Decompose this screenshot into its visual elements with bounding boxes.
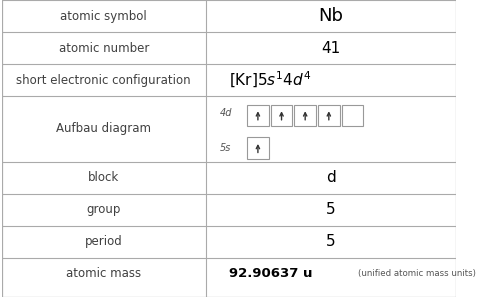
Bar (247, 137, 269, 159)
Bar (294, 105, 316, 126)
Text: 92.90637 u: 92.90637 u (229, 267, 312, 280)
Bar (271, 105, 292, 126)
Text: atomic symbol: atomic symbol (61, 10, 147, 23)
Bar (247, 105, 269, 126)
Text: 5s: 5s (220, 143, 231, 153)
Text: short electronic configuration: short electronic configuration (17, 74, 191, 87)
Bar (341, 105, 364, 126)
Text: Nb: Nb (319, 7, 343, 25)
Text: 4d: 4d (220, 108, 232, 118)
Text: block: block (88, 171, 120, 184)
Text: atomic mass: atomic mass (66, 267, 141, 280)
Text: Aufbau diagram: Aufbau diagram (56, 122, 152, 135)
Text: 5: 5 (326, 202, 336, 217)
Text: group: group (87, 203, 121, 216)
Text: d: d (326, 170, 336, 185)
Text: 41: 41 (321, 41, 341, 56)
Text: (unified atomic mass units): (unified atomic mass units) (358, 269, 476, 278)
Bar (318, 105, 340, 126)
Text: $\rm [Kr]5\mathit{s}^14\mathit{d}^4$: $\rm [Kr]5\mathit{s}^14\mathit{d}^4$ (229, 70, 311, 90)
Text: atomic number: atomic number (59, 42, 149, 55)
Text: 5: 5 (326, 234, 336, 249)
Text: period: period (85, 235, 123, 248)
